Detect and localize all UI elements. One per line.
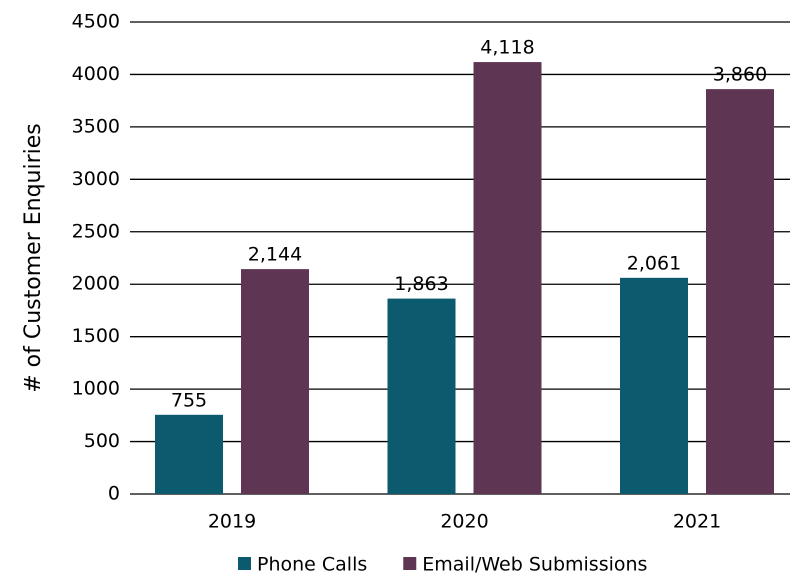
x-tick-label: 2020 [440,511,488,533]
bar [241,269,309,494]
y-tick-label: 4500 [72,11,120,33]
x-tick-label: 2021 [673,511,721,533]
legend-label: Phone Calls [257,554,367,576]
y-tick-label: 4000 [72,63,120,85]
x-tick-label: 2019 [208,511,256,533]
y-tick-label: 1000 [72,378,120,400]
y-tick-label: 2000 [72,273,120,295]
y-tick-label: 3000 [72,168,120,190]
bar [155,414,223,494]
y-tick-label: 500 [84,430,120,452]
data-label: 1,863 [394,273,448,295]
y-tick-label: 3500 [72,115,120,137]
bar [473,62,542,494]
data-label: 4,118 [480,37,534,59]
bar [387,298,456,494]
bar [620,277,688,494]
data-label: 3,860 [713,64,767,86]
data-label: 2,144 [248,244,302,266]
y-tick-label: 0 [108,483,120,505]
y-axis-label: # of Customer Enquiries [21,123,46,393]
legend-swatch [238,557,251,570]
legend-label: Email/Web Submissions [422,554,647,576]
data-label: 2,061 [627,252,681,274]
data-label: 755 [171,389,207,411]
y-tick-label: 2500 [72,220,120,242]
y-tick-label: 1500 [72,325,120,347]
legend-swatch [403,557,417,570]
bar [706,89,774,494]
